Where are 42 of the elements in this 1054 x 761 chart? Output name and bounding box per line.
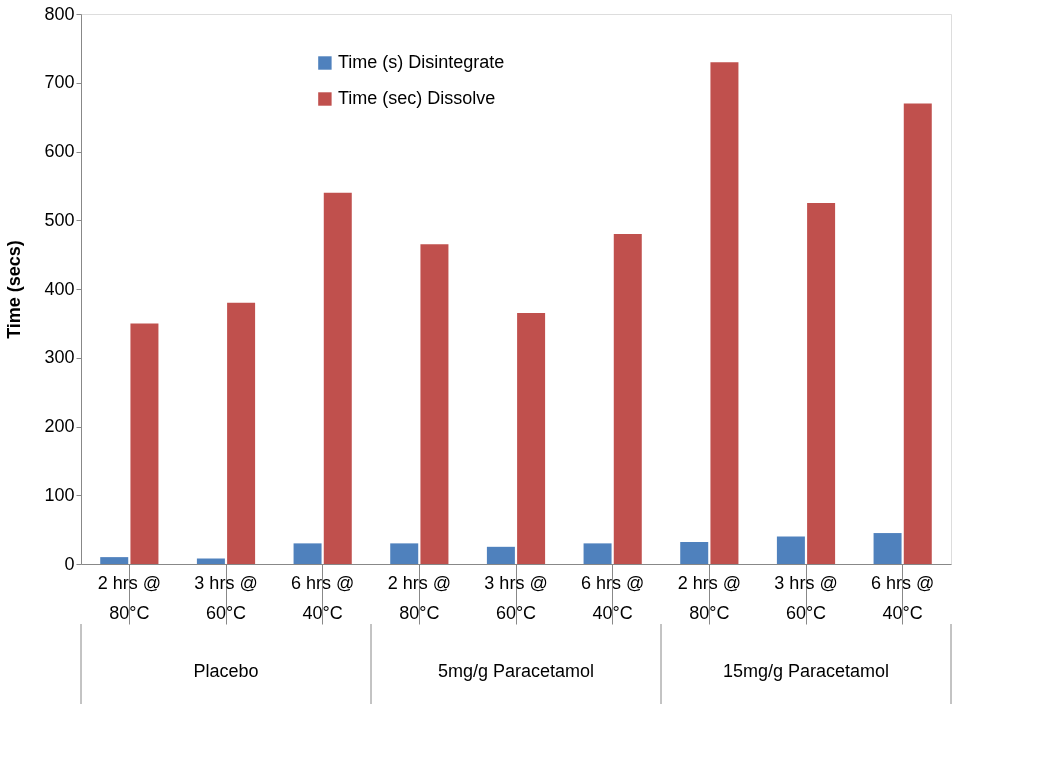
text: 5mg/g Paracetamol: [437, 661, 595, 681]
bar: [323, 192, 352, 564]
bar: [807, 203, 836, 564]
bar: [486, 546, 515, 564]
legend-label: Time (sec) Dissolve: [337, 88, 496, 108]
x-tick-label: 3 hrs @ 60°C: [774, 572, 838, 623]
y-tick-label: 100: [44, 484, 75, 505]
y-tick-label: 0: [64, 553, 75, 574]
bar: [517, 313, 546, 564]
text: 15mg/g Paracetamol: [722, 661, 890, 681]
x-tick-label: 6 hrs @ 40°C: [581, 572, 645, 623]
bar: [613, 234, 642, 564]
bar: [227, 302, 256, 564]
bar: [903, 103, 932, 564]
y-tick-label: 600: [44, 141, 75, 161]
bar: [710, 62, 739, 564]
bar: [130, 323, 159, 564]
bar: [680, 542, 709, 564]
x-tick-label: 2 hrs @ 80°C: [387, 572, 451, 623]
y-tick-label: 800: [44, 3, 75, 24]
y-tick-label: 500: [44, 209, 75, 230]
bar: [583, 543, 612, 564]
x-tick-label: 3 hrs @ 60°C: [194, 572, 258, 623]
y-tick-label: 300: [44, 347, 75, 368]
y-tick-label: 400: [44, 278, 75, 299]
x-tick-label: 6 hrs @ 40°C: [871, 572, 935, 623]
bar: [873, 533, 902, 564]
bar: [420, 244, 449, 564]
x-tick-label: 3 hrs @ 60°C: [484, 572, 548, 623]
x-tick-label: 6 hrs @ 40°C: [291, 572, 355, 623]
x-tick-label: 2 hrs @ 80°C: [677, 572, 741, 623]
bar: [776, 536, 805, 564]
y-tick-label: 200: [44, 416, 75, 436]
y-axis-title: Time (secs): [4, 240, 25, 339]
x-tick-label: 2 hrs @ 80°C: [97, 572, 161, 623]
bar: [293, 543, 322, 564]
bar: [390, 543, 419, 564]
legend-label: Time (s) Disintegrate: [337, 52, 505, 72]
text: Placebo: [193, 661, 259, 681]
y-tick-label: 700: [44, 72, 75, 93]
bar: [100, 557, 129, 564]
bar: [196, 558, 225, 564]
